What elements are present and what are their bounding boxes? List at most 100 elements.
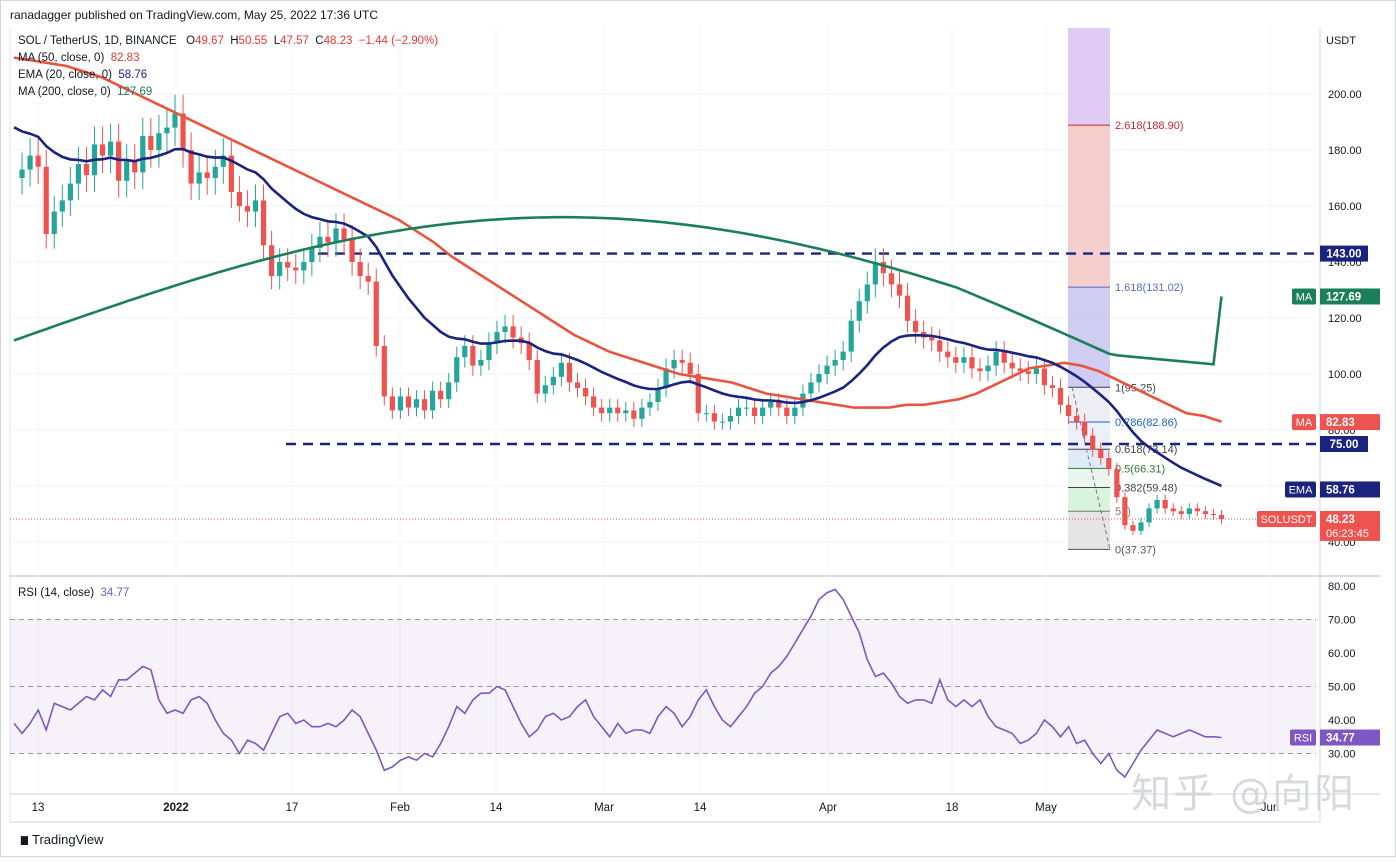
candle-body (735, 407, 742, 416)
candle-body (1074, 416, 1080, 422)
candle-body (913, 320, 919, 332)
candle-body (277, 262, 283, 276)
candle-body (888, 273, 895, 285)
candle-body (148, 136, 154, 150)
candle-body (550, 376, 556, 386)
price-tag-name-box (1285, 481, 1316, 498)
time-tick-label: Jun (1261, 802, 1280, 814)
candle-body (623, 410, 629, 414)
ma200-line (13, 215, 1223, 366)
legend-ema20: EMA (20, close, 0) 58.76 (18, 69, 147, 81)
candle-body (1001, 351, 1007, 363)
candle-body (582, 388, 589, 397)
candle-body (872, 262, 878, 285)
rsi-tick-label: 50.00 (1328, 682, 1356, 694)
candle-body (808, 382, 814, 394)
candle-body (204, 172, 210, 178)
candle-body (438, 390, 444, 400)
fib-zone (1068, 511, 1110, 550)
rsi-tick-label: 70.00 (1328, 615, 1356, 627)
candle-body (140, 136, 146, 173)
price-tag-value: 127.69 (1326, 291, 1361, 303)
legend-ema20-value: 58.76 (118, 69, 148, 81)
candle-body (993, 351, 999, 366)
candle-body (236, 192, 242, 206)
candle-body (719, 421, 725, 423)
time-tick-label: Feb (390, 802, 410, 814)
candle-body (824, 365, 830, 374)
candle-body (196, 172, 202, 184)
legend-rsi-name: RSI (14, close) (18, 587, 95, 599)
candle-body (116, 141, 122, 181)
ohlc-change: −1.44 (−2.90%) (358, 35, 439, 47)
price-tick-label: 120.00 (1328, 313, 1362, 325)
ohlc-low-label: L (273, 35, 281, 47)
candle-body (1082, 421, 1088, 436)
legend-ma200: MA (200, close, 0) 127.69 (18, 86, 152, 98)
candle-body (1017, 368, 1023, 372)
candle-body (647, 402, 653, 408)
candle-body (542, 385, 548, 394)
candle-body (1178, 511, 1184, 514)
published-line: ranadagger published on TradingView.com,… (10, 8, 379, 22)
fib-level-label: 0.5(66.31) (1115, 463, 1165, 475)
fib-level-label: 0.618(73.14) (1115, 444, 1177, 456)
price-tag-value-box (1320, 481, 1380, 498)
legend-rsi-value: 34.77 (100, 587, 130, 599)
price-tick-label: 100.00 (1328, 369, 1362, 381)
price-tick-label: 180.00 (1328, 145, 1362, 157)
fib-zone-top (1068, 28, 1110, 126)
rsi-tick-label: 40.00 (1328, 715, 1356, 727)
level-tag (1320, 245, 1368, 262)
price-tag-value: 58.76 (1326, 484, 1355, 496)
candle-body (1025, 371, 1031, 374)
candle-body (19, 169, 25, 178)
candle-body (663, 368, 669, 388)
candle-body (1041, 368, 1047, 386)
legend-ema20-name: EMA (20, close, 0) (18, 69, 112, 81)
legend-ma200-name: MA (200, close, 0) (18, 86, 111, 98)
price-tag-name: EMA (1289, 484, 1314, 496)
candle-body (977, 368, 983, 372)
candle-body (478, 360, 484, 366)
candle-body (108, 141, 114, 156)
rsi-tag-value-box (1320, 729, 1380, 746)
ohlc-open-label: O (186, 35, 196, 47)
candle-body (164, 127, 170, 134)
candle-body (1170, 508, 1176, 512)
rsi-tag-name-box (1290, 729, 1316, 746)
price-tag-name-box (1292, 288, 1316, 305)
candle-body (502, 326, 508, 332)
candle-body (848, 320, 854, 352)
candle-body (172, 113, 178, 128)
candle-body (462, 346, 468, 358)
candle-body (132, 161, 138, 173)
candle-body (929, 337, 935, 341)
time-tick-label: 14 (490, 802, 503, 814)
candle-body (1009, 362, 1015, 369)
candle-body (269, 245, 275, 276)
candle-body (325, 236, 331, 243)
candle-body (67, 183, 73, 201)
candle-body (35, 155, 41, 167)
candle-body (591, 396, 597, 408)
candle-body (421, 399, 428, 411)
price-tag-name: SOLUSDT (1261, 514, 1313, 526)
candle-body (1114, 469, 1120, 498)
ohlc-open-value: 49.67 (195, 35, 224, 47)
fib-level-label: 0.382(59.48) (1115, 482, 1177, 494)
candle-body (615, 407, 621, 414)
candle-body (1090, 435, 1096, 450)
price-axis-unit: USDT (1326, 35, 1356, 47)
candle-body (784, 407, 790, 416)
candle-body (985, 365, 991, 372)
candles (19, 94, 1225, 536)
candle-body (99, 144, 106, 156)
candle-body (961, 357, 967, 363)
candle-body (1210, 514, 1217, 515)
time-tick-label: May (1035, 802, 1057, 814)
tradingview-logo-text: TradingView (32, 832, 104, 847)
candle-body (743, 407, 750, 409)
ema20-line (13, 126, 1223, 488)
